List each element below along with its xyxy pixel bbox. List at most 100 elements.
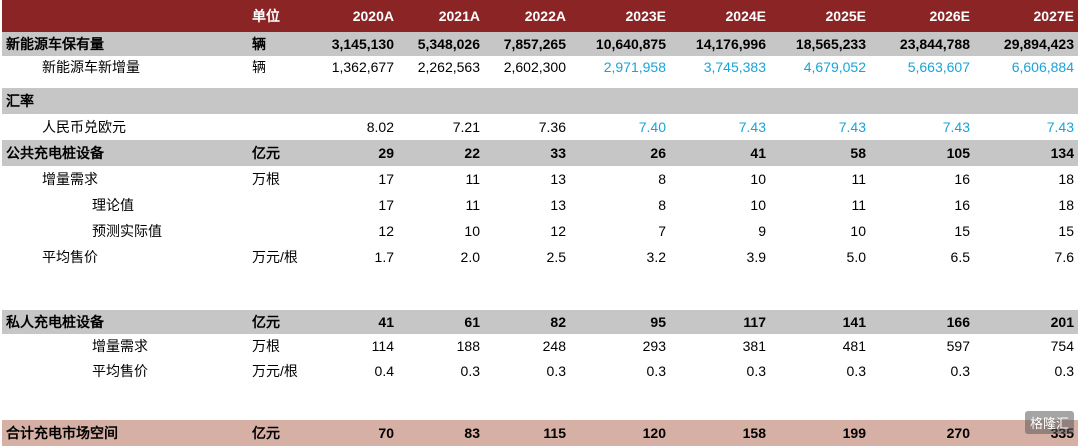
row-value: 41: [670, 140, 770, 166]
table-row-public-price: 平均售价 万元/根 1.7 2.0 2.5 3.2 3.9 5.0 6.5 7.6: [2, 244, 1078, 270]
row-unit: 万根: [252, 338, 280, 354]
row-value: 11: [465, 197, 480, 213]
row-value: 10: [850, 223, 866, 239]
row-value: 0.3: [646, 363, 666, 379]
table-row-public-theory: 理论值 17 11 13 8 10 11 16 18: [2, 192, 1078, 218]
row-value: 0.3: [1054, 363, 1074, 379]
row-label: 汇率: [2, 88, 248, 114]
row-value: [398, 88, 484, 114]
row-unit: 万元/根: [252, 363, 298, 379]
row-value: 10: [464, 223, 480, 239]
row-value: 0.3: [746, 363, 766, 379]
spacer-cell: [2, 270, 1078, 310]
row-value: 117: [670, 310, 770, 334]
row-value: 14,176,996: [670, 32, 770, 56]
header-year: 2025E: [770, 0, 870, 32]
row-value: 134: [974, 140, 1078, 166]
header-year: 2023E: [570, 0, 670, 32]
row-value: 41: [308, 310, 398, 334]
row-value: 7.43: [942, 119, 970, 135]
table-row-cny-eur: 人民币兑欧元 8.02 7.21 7.36 7.40 7.43 7.43 7.43 7.43: [2, 114, 1078, 140]
row-value: 0.4: [374, 363, 394, 379]
row-label: 增量需求: [92, 338, 148, 354]
row-value: 8: [658, 197, 666, 213]
row-value: 16: [954, 197, 970, 213]
row-label: 理论值: [92, 197, 134, 213]
row-value: 3.2: [646, 249, 666, 265]
row-value: 199: [770, 420, 870, 446]
row-value: 7.36: [538, 119, 566, 135]
row-value: 2.5: [546, 249, 566, 265]
row-unit: 辆: [248, 32, 308, 56]
row-value: 7.43: [1046, 119, 1074, 135]
spacer-row: [2, 270, 1078, 310]
header-unit: 单位: [248, 0, 308, 32]
row-label: 平均售价: [92, 363, 148, 379]
row-unit: 亿元: [248, 140, 308, 166]
row-value: [484, 88, 570, 114]
row-value: [974, 88, 1078, 114]
row-value: 0.3: [846, 363, 866, 379]
row-value: 1.7: [374, 249, 394, 265]
row-value: 23,844,788: [870, 32, 974, 56]
row-label: 新能源车保有量: [2, 32, 248, 56]
spacer-row: [2, 78, 1078, 88]
row-unit: [248, 114, 308, 140]
header-year: 2020A: [308, 0, 398, 32]
row-value: 2,262,563: [417, 59, 480, 75]
table-row-public: 公共充电桩设备 亿元 29 22 33 26 41 58 105 134: [2, 140, 1078, 166]
row-value: 29,894,423: [974, 32, 1078, 56]
row-value: 16: [954, 171, 970, 187]
row-value: 7,857,265: [484, 32, 570, 56]
row-value: 10: [750, 197, 766, 213]
spacer-row: [2, 384, 1078, 420]
row-value: 18: [1058, 171, 1074, 187]
row-value: 83: [398, 420, 484, 446]
row-value: 120: [570, 420, 670, 446]
row-label: 合计充电市场空间: [2, 420, 248, 446]
row-value: 1,362,677: [331, 59, 394, 75]
row-value: 7: [658, 223, 666, 239]
row-value: 2.0: [460, 249, 480, 265]
row-label: 新能源车新增量: [42, 59, 140, 75]
spacer-cell: [2, 384, 1078, 420]
row-value: 61: [398, 310, 484, 334]
row-value: 293: [642, 338, 666, 354]
row-unit: [248, 88, 308, 114]
row-value: 7.43: [738, 119, 766, 135]
row-value: 3.9: [746, 249, 766, 265]
row-value: 158: [670, 420, 770, 446]
table-row-ev-stock: 新能源车保有量辆 3,145,130 5,348,026 7,857,265 10,64…: [2, 32, 1078, 56]
row-value: 12: [550, 223, 566, 239]
row-value: 82: [484, 310, 570, 334]
table-row-total: 合计充电市场空间亿元7083115120158199270335: [2, 420, 1078, 446]
row-value: 22: [398, 140, 484, 166]
row-label: 公共充电桩设备: [2, 140, 248, 166]
table-row-public-actual: 预测实际值 12 10 12 7 9 10 15 15: [2, 218, 1078, 244]
row-value: 17: [378, 171, 394, 187]
row-value: 11: [465, 171, 480, 187]
row-value: 11: [851, 171, 866, 187]
row-value: 5,348,026: [398, 32, 484, 56]
row-value: 10,640,875: [570, 32, 670, 56]
row-unit: 辆: [252, 59, 266, 75]
row-unit: 万根: [252, 171, 280, 187]
row-unit: [248, 218, 308, 244]
row-value: 381: [742, 338, 766, 354]
header-blank: [2, 0, 248, 32]
row-value: 5,663,607: [907, 59, 970, 75]
header-year: 2024E: [670, 0, 770, 32]
row-value: 0.3: [950, 363, 970, 379]
row-value: 9: [758, 223, 766, 239]
row-value: 17: [378, 197, 394, 213]
row-value: 13: [550, 171, 566, 187]
row-value: 481: [842, 338, 866, 354]
row-value: 18,565,233: [770, 32, 870, 56]
row-value: 18: [1058, 197, 1074, 213]
row-value: 58: [770, 140, 870, 166]
row-unit: 亿元: [248, 310, 308, 334]
row-unit: 万元/根: [252, 249, 298, 265]
row-value: 95: [570, 310, 670, 334]
header-year: 2022A: [484, 0, 570, 32]
row-value: 12: [378, 223, 394, 239]
